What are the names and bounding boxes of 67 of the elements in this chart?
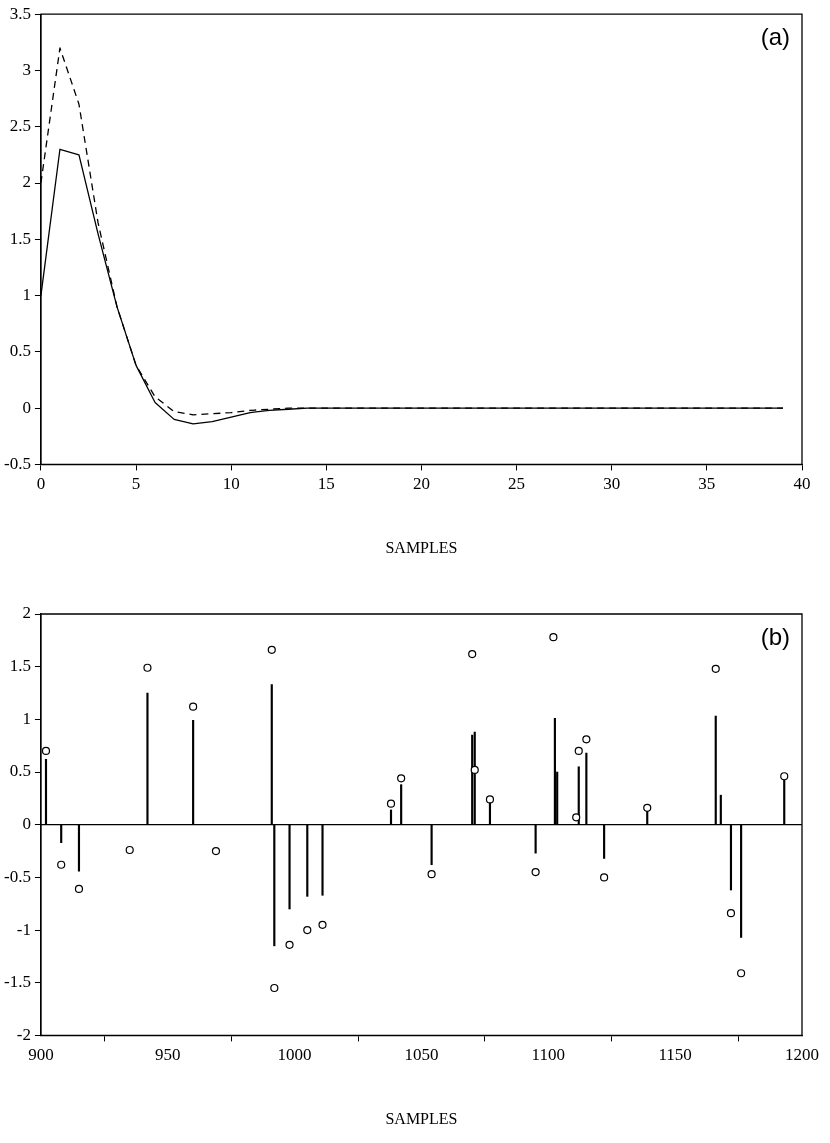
- x-axis-title: SAMPLES: [385, 538, 458, 556]
- x-tick-label: 40: [793, 474, 811, 494]
- y-tick-label: 2: [22, 603, 31, 623]
- point: [531, 868, 540, 877]
- y-tick-label: 1: [22, 708, 31, 728]
- x-tick-label: 25: [508, 474, 526, 494]
- point: [285, 940, 294, 949]
- x-tick-label: 1100: [531, 1045, 565, 1065]
- x-tick-label: 950: [155, 1045, 181, 1065]
- y-tick-label: 0.5: [9, 761, 31, 781]
- point: [211, 846, 221, 856]
- y-tick-label: 1: [22, 285, 31, 305]
- point: [303, 925, 312, 935]
- x-tick-label: 1050: [404, 1045, 439, 1065]
- point: [711, 664, 720, 673]
- point: [485, 795, 495, 804]
- point: [189, 702, 198, 711]
- y-tick-label: 2: [22, 172, 31, 192]
- point: [468, 649, 477, 659]
- y-tick-label: 1.5: [9, 656, 31, 676]
- annotation: (a): [760, 22, 790, 50]
- y-tick-label: 3: [22, 59, 31, 79]
- y-tick-label: -2: [16, 1024, 31, 1044]
- point: [386, 799, 396, 808]
- point: [470, 765, 479, 775]
- point: [726, 909, 736, 918]
- point: [143, 663, 152, 672]
- y-tick-label: 0.5: [9, 341, 31, 361]
- y-tick-label: -1: [16, 919, 31, 939]
- point: [397, 774, 406, 783]
- point: [41, 746, 51, 756]
- point: [582, 735, 591, 744]
- y-tick-label: 2.5: [9, 116, 31, 136]
- x-tick-label: 1150: [658, 1045, 692, 1065]
- point: [267, 645, 276, 654]
- y-tick-label: 1.5: [9, 228, 31, 248]
- y-tick-label: -1.5: [3, 972, 31, 992]
- annotation: (b): [760, 622, 790, 650]
- y-tick-label: -0.5: [3, 866, 31, 886]
- y-tick-label: -0.5: [3, 453, 31, 473]
- point: [57, 860, 66, 869]
- x-tick-label: 10: [222, 474, 240, 494]
- point: [780, 772, 789, 781]
- point: [737, 969, 746, 978]
- y-tick-label: 0: [22, 397, 31, 417]
- x-tick-label: 1000: [277, 1045, 312, 1065]
- point: [572, 813, 581, 822]
- x-tick-label: 5: [131, 474, 141, 494]
- x-tick-label: 20: [412, 474, 430, 494]
- point: [125, 845, 134, 855]
- point: [574, 746, 583, 756]
- x-tick-label: 1200: [785, 1045, 819, 1065]
- point: [600, 873, 609, 882]
- y-tick-label: 3.5: [9, 3, 31, 23]
- y-tick-label: 0: [22, 814, 31, 834]
- point: [318, 920, 327, 929]
- x-tick-label: 900: [28, 1045, 54, 1065]
- point: [427, 870, 436, 879]
- point: [270, 983, 279, 993]
- x-tick-label: 35: [698, 474, 716, 494]
- x-tick-label: 15: [317, 474, 335, 494]
- point: [643, 803, 652, 812]
- point: [74, 884, 84, 894]
- x-axis-title: SAMPLES: [385, 1109, 458, 1127]
- x-tick-label: 0: [36, 474, 46, 494]
- point: [549, 633, 558, 642]
- x-tick-label: 30: [603, 474, 621, 494]
